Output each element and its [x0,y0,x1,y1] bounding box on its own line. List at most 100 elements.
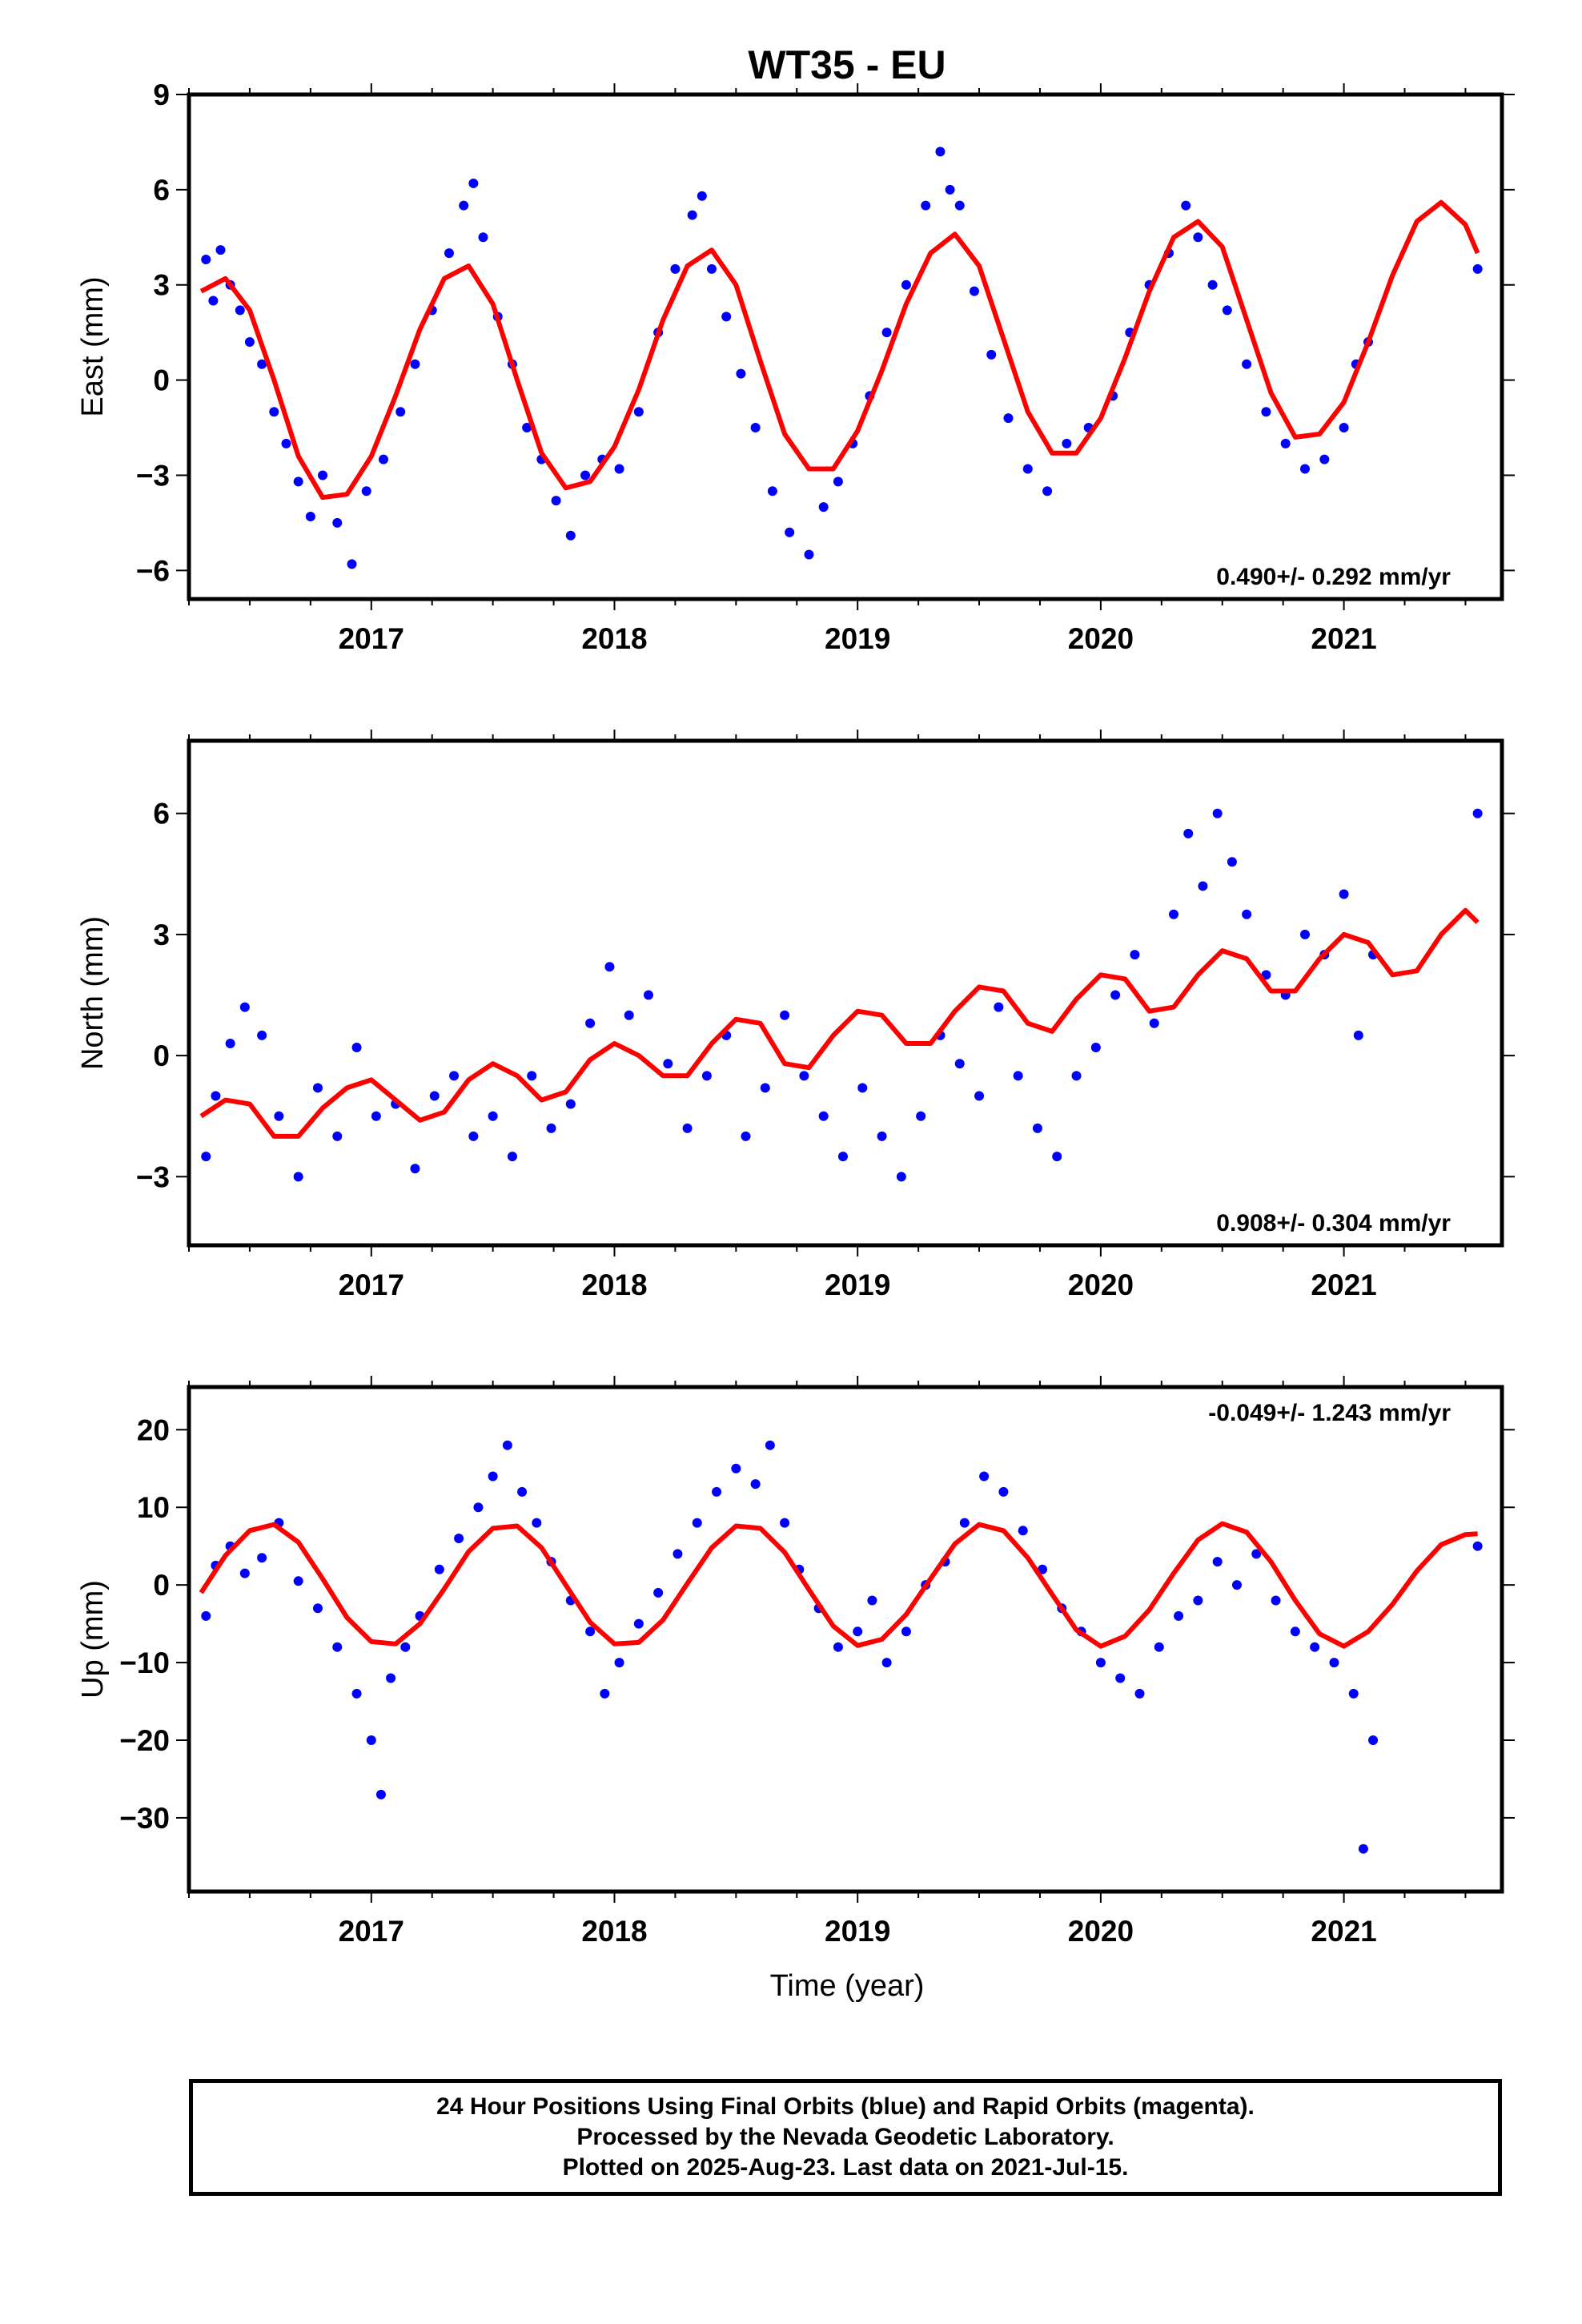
data-point [1212,1557,1223,1567]
data-point [371,1111,381,1121]
fit-line [199,1521,1478,1649]
x-tick-label: 2017 [339,622,404,655]
data-point [767,486,777,497]
data-point [351,1688,362,1699]
data-point [614,1658,624,1668]
caption-box: 24 Hour Positions Using Final Orbits (bl… [189,2079,1502,2196]
y-axis-title: Up (mm) [76,1580,110,1699]
data-point [1207,279,1218,290]
data-point [1261,407,1271,417]
data-point [449,1071,460,1081]
data-point [532,1518,542,1528]
data-point [351,1043,362,1053]
data-point [546,1123,556,1133]
data-point [998,1486,1009,1497]
data-point [921,200,931,211]
data-point [1193,232,1203,243]
data-point [1472,808,1483,818]
data-point [332,1131,343,1141]
data-point [1022,464,1033,474]
y-tick-label: 6 [153,798,170,830]
data-point [1300,929,1310,939]
x-tick-label: 2017 [339,1269,404,1301]
data-point [517,1486,528,1497]
data-point [1368,1735,1379,1745]
chart-title: WT35 - EU [748,42,946,87]
plot-area [199,147,1483,569]
data-point [410,1164,420,1174]
data-point [633,1618,644,1629]
x-tick-label: 2021 [1311,622,1376,655]
data-point [1339,423,1349,433]
data-point [750,423,761,433]
data-point [281,438,291,448]
y-tick-label: 10 [137,1491,170,1524]
data-point [1290,1626,1300,1637]
data-point [901,279,911,290]
y-tick-label: −20 [119,1724,170,1757]
data-point [670,263,681,274]
data-point [600,1688,610,1699]
x-tick-label: 2017 [339,1915,404,1948]
data-point [201,255,211,265]
data-point [731,1463,741,1474]
data-point [604,962,615,972]
data-point [257,359,267,369]
data-point [400,1642,411,1652]
data-point [1181,200,1191,211]
data-point [1329,1658,1339,1668]
x-tick-label: 2018 [581,622,647,655]
fit-line [199,907,1480,1139]
data-point [701,1071,712,1081]
data-point [1110,990,1121,1000]
data-point [624,1010,634,1020]
data-point [1472,263,1483,274]
panel-east: 2017 2018 2019 2020 2021 −6 −3 0 3 6 9 East (mm) 0.4… [76,78,1515,655]
data-point [712,1486,722,1497]
y-tick-label: 3 [153,269,170,302]
data-point [1115,1673,1126,1683]
data-point [945,184,955,195]
data-point [1149,1018,1159,1028]
data-point [780,1010,790,1020]
data-point [1198,881,1208,891]
data-point [201,1610,211,1621]
plot-frame [187,92,1504,601]
data-point [867,1595,877,1606]
plot-area [199,808,1483,1182]
data-point [799,1071,809,1081]
x-tick-label: 2018 [581,1269,647,1301]
y-tick-label: 0 [153,364,170,397]
data-point [969,286,979,296]
data-point [454,1534,464,1543]
data-point [1032,1123,1042,1133]
data-point [257,1553,267,1563]
data-point [293,1172,303,1182]
x-tick-label: 2021 [1311,1915,1376,1948]
data-point [444,248,454,259]
y-tick-label: −10 [119,1647,170,1679]
y-tick-label: −6 [136,554,170,587]
data-point [1062,438,1072,448]
plot-area [199,1440,1483,1854]
data-point [312,1603,323,1614]
data-point [1472,1541,1483,1551]
data-point [994,1002,1004,1012]
data-point [551,496,561,506]
data-point [429,1091,440,1101]
data-point [881,1658,892,1668]
data-point [434,1564,444,1574]
data-point [1042,486,1053,497]
data-point [332,1642,343,1652]
data-point [687,210,697,220]
data-point [682,1123,693,1133]
caption-line-2: Processed by the Nevada Geodetic Laborat… [576,2124,1114,2150]
data-point [833,476,843,487]
y-tick-label: −3 [136,1160,170,1193]
data-point [804,549,814,560]
data-point [375,1789,386,1799]
panel-north: 2017 2018 2019 2020 2021 −3 0 3 6 North (mm) 0.908… [76,730,1515,1301]
data-point [818,1111,829,1121]
plot-frame [187,738,1504,1248]
